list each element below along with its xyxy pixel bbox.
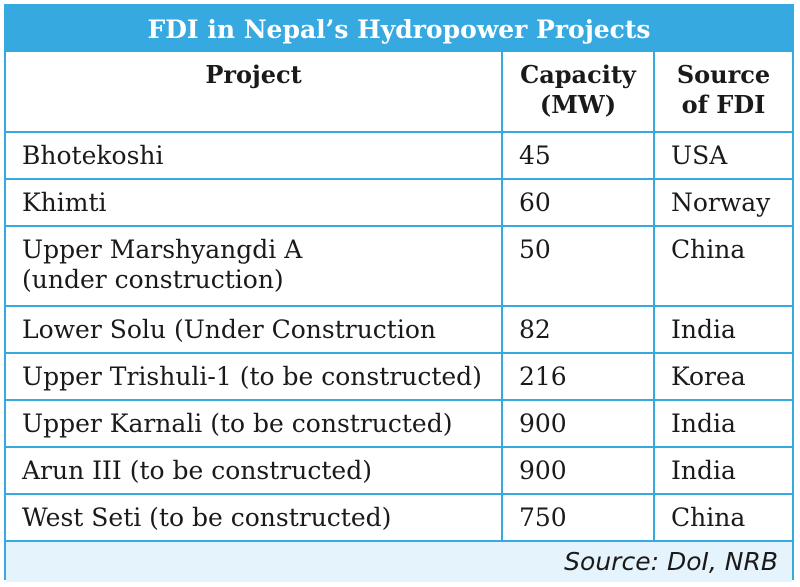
capacity-cell: 900 [501, 446, 655, 495]
project-cell: Lower Solu (Under Construction [6, 305, 503, 354]
capacity-cell: 750 [501, 493, 655, 542]
table-row: Upper Trishuli-1 (to be constructed) 216… [6, 352, 792, 401]
project-cell: Upper Karnali (to be constructed) [6, 399, 503, 448]
capacity-cell: 900 [501, 399, 655, 448]
fdi-table-panel: FDI in Nepal’s Hydropower Projects Proje… [4, 4, 794, 582]
table-row: Khimti 60 Norway [6, 178, 792, 227]
table-row: Upper Karnali (to be constructed) 900 In… [6, 399, 792, 448]
header-project: Project [6, 52, 503, 133]
capacity-cell: 60 [501, 178, 655, 227]
table-row: Bhotekoshi 45 USA [6, 131, 792, 180]
capacity-cell: 45 [501, 131, 655, 180]
capacity-cell: 216 [501, 352, 655, 401]
project-cell: Upper Trishuli-1 (to be constructed) [6, 352, 503, 401]
table-row: Arun III (to be constructed) 900 India [6, 446, 792, 495]
capacity-cell: 82 [501, 305, 655, 354]
project-cell: Upper Marshyangdi A (under construction) [6, 225, 503, 307]
source-cell: China [653, 225, 792, 307]
project-cell: Arun III (to be constructed) [6, 446, 503, 495]
source-cell: India [653, 305, 792, 354]
table-row: Lower Solu (Under Construction 82 India [6, 305, 792, 354]
project-cell: West Seti (to be constructed) [6, 493, 503, 542]
table-row: Upper Marshyangdi A (under construction) … [6, 225, 792, 307]
header-source: Source of FDI [653, 52, 792, 133]
source-cell: USA [653, 131, 792, 180]
table-title: FDI in Nepal’s Hydropower Projects [6, 6, 792, 52]
source-note: Source: DoI, NRB [6, 542, 792, 582]
table-row: West Seti (to be constructed) 750 China [6, 493, 792, 542]
fdi-table: Project Capacity (MW) Source of FDI Bhotek… [6, 52, 792, 542]
capacity-cell: 50 [501, 225, 655, 307]
source-cell: India [653, 446, 792, 495]
header-row: Project Capacity (MW) Source of FDI [6, 52, 792, 133]
header-capacity: Capacity (MW) [501, 52, 655, 133]
project-cell: Khimti [6, 178, 503, 227]
project-cell: Bhotekoshi [6, 131, 503, 180]
source-cell: Norway [653, 178, 792, 227]
source-cell: China [653, 493, 792, 542]
source-cell: Korea [653, 352, 792, 401]
source-cell: India [653, 399, 792, 448]
